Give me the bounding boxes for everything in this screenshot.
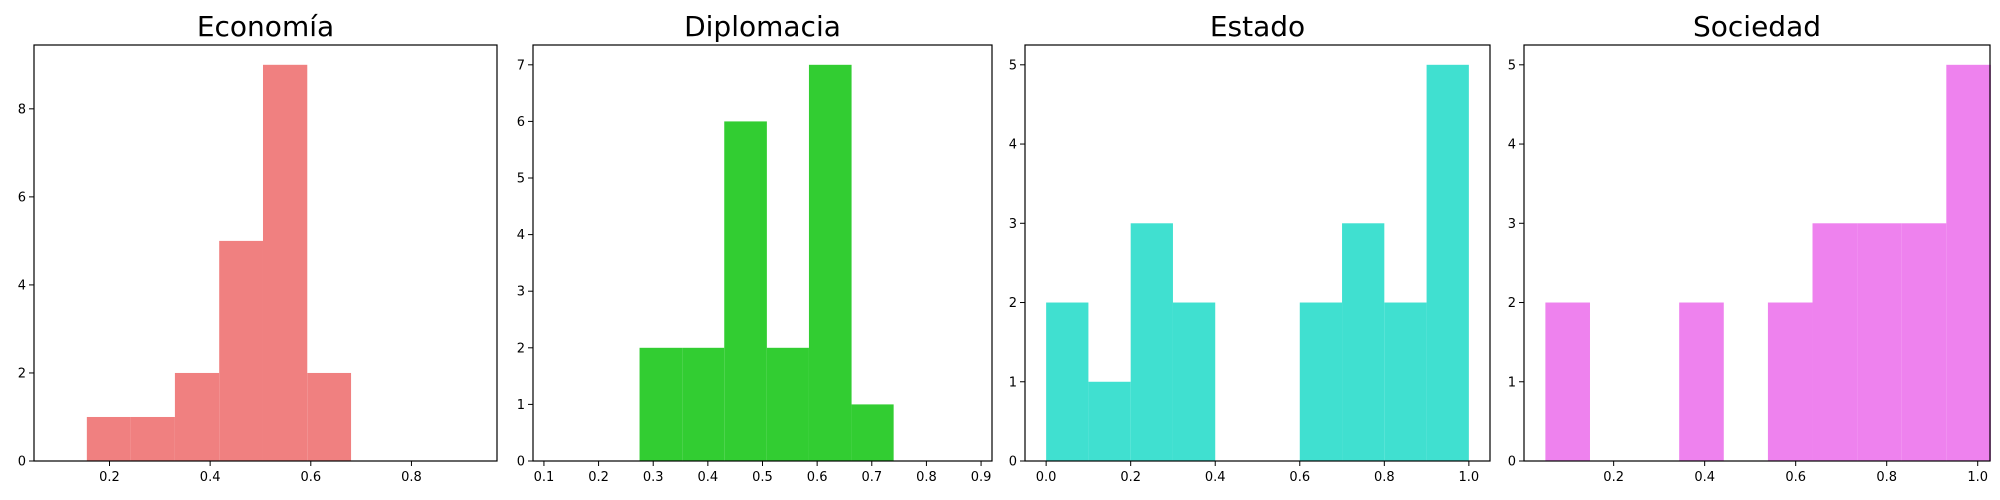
- histogram-bar: [307, 372, 352, 461]
- y-tick-label: 8: [18, 102, 26, 117]
- histogram-bar: [1130, 223, 1173, 461]
- histogram-bar: [1046, 302, 1089, 461]
- panel-title: Estado: [1210, 10, 1305, 43]
- y-tick-label: 1: [1508, 375, 1516, 390]
- x-tick-label: 0.2: [99, 470, 120, 485]
- y-tick-label: 0: [1508, 455, 1516, 470]
- histogram-bar: [130, 416, 175, 461]
- y-tick-label: 2: [18, 366, 26, 381]
- y-tick-label: 0: [18, 455, 26, 470]
- y-tick-label: 7: [517, 58, 525, 73]
- histogram-bar: [1342, 223, 1385, 461]
- x-tick-label: 0.2: [588, 470, 609, 485]
- y-tick-label: 4: [517, 228, 525, 243]
- x-tick-label: 0.0: [1036, 470, 1057, 485]
- x-tick-label: 0.5: [752, 470, 773, 485]
- histogram-bar: [1172, 302, 1216, 461]
- histogram-bar: [1545, 302, 1590, 461]
- y-tick-label: 2: [1009, 296, 1017, 311]
- histogram-bar: [1857, 223, 1902, 461]
- x-tick-label: 1.0: [1459, 470, 1480, 485]
- histogram-bar: [1426, 64, 1469, 462]
- histogram-bar: [1299, 302, 1343, 461]
- y-tick-label: 4: [1508, 138, 1516, 153]
- panel-estado: Estado 0.0 0.2 0.4 0.6 0.8 1.0 0 1 2 3 4 5: [1009, 10, 1491, 485]
- panel-title: Sociedad: [1693, 10, 1821, 43]
- axes-frame: [1024, 44, 1491, 462]
- panel-title: Economía: [197, 10, 334, 43]
- panel-title: Diplomacia: [684, 10, 841, 43]
- x-tick-label: 0.6: [807, 470, 828, 485]
- x-tick-label: 0.8: [401, 470, 422, 485]
- x-tick-label: 0.8: [916, 470, 937, 485]
- y-tick-label: 2: [1508, 296, 1516, 311]
- y-tick-label: 3: [517, 285, 525, 300]
- x-tick-label: 0.6: [1289, 470, 1310, 485]
- x-tick-label: 0.4: [1205, 470, 1226, 485]
- histogram-bar: [86, 416, 131, 461]
- y-tick-label: 5: [1508, 58, 1516, 73]
- y-tick-label: 4: [18, 278, 26, 293]
- histogram-bar: [1767, 302, 1813, 461]
- x-tick-label: 0.1: [534, 470, 555, 485]
- histogram-bar: [1088, 381, 1131, 461]
- x-tick-label: 0.6: [300, 470, 321, 485]
- y-tick-label: 5: [1009, 58, 1017, 73]
- histogram-bar: [639, 347, 683, 461]
- x-tick-label: 0.9: [971, 470, 992, 485]
- y-tick-label: 1: [1009, 375, 1017, 390]
- axes-frame: [1523, 44, 1991, 462]
- histogram-bar: [682, 347, 725, 461]
- histogram-bar: [724, 121, 767, 461]
- y-tick-label: 4: [1009, 138, 1017, 153]
- y-tick-label: 2: [517, 341, 525, 356]
- y-tick-label: 5: [517, 172, 525, 187]
- histogram-bar: [851, 404, 894, 461]
- histogram-bar: [1901, 223, 1947, 461]
- x-tick-label: 0.2: [1120, 470, 1141, 485]
- x-tick-label: 0.4: [1694, 470, 1715, 485]
- axes-frame: [33, 44, 498, 462]
- histogram-bar: [766, 347, 809, 461]
- x-tick-label: 0.3: [643, 470, 664, 485]
- x-tick-label: 0.6: [1785, 470, 1806, 485]
- histogram-bar: [1812, 223, 1858, 461]
- x-tick-label: 0.4: [200, 470, 221, 485]
- y-tick-label: 3: [1009, 217, 1017, 232]
- y-tick-label: 1: [517, 398, 525, 413]
- y-tick-label: 3: [1508, 217, 1516, 232]
- x-tick-label: 0.4: [698, 470, 719, 485]
- x-tick-label: 0.2: [1603, 470, 1624, 485]
- x-tick-label: 0.7: [861, 470, 882, 485]
- y-tick-label: 0: [1009, 455, 1017, 470]
- y-tick-label: 6: [18, 190, 26, 205]
- histogram-bar: [174, 372, 220, 461]
- histogram-bar: [1679, 302, 1724, 461]
- histogram-bar: [262, 64, 308, 462]
- x-tick-label: 0.8: [1876, 470, 1897, 485]
- histogram-bar: [1946, 64, 1991, 462]
- x-tick-label: 1.0: [1967, 470, 1988, 485]
- x-tick-label: 0.8: [1374, 470, 1395, 485]
- histogram-bar: [219, 240, 263, 461]
- panel-sociedad: Sociedad 0.2 0.4 0.6 0.8 1.0 0 1 2 3 4 5: [1508, 10, 1991, 485]
- panel-diplomacia: Diplomacia 0.1 0.2 0.3 0.4 0.5 0.6 0.7 0.8 0.9 0 1 2…: [517, 10, 993, 485]
- panel-economia: Economía 0.2 0.4 0.6 0.8 0 2 4 6 8: [18, 10, 498, 485]
- histogram-bar: [1384, 302, 1427, 461]
- y-tick-label: 0: [517, 455, 525, 470]
- histogram-bar: [808, 64, 852, 462]
- y-tick-label: 6: [517, 115, 525, 130]
